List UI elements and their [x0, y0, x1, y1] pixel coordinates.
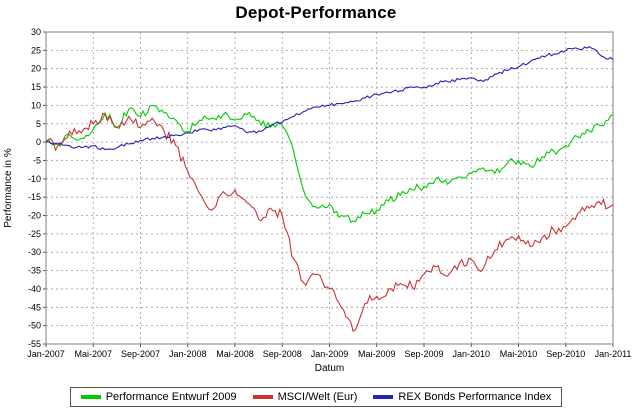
y-tick-label: 15: [31, 82, 41, 92]
series-line-1: [45, 112, 614, 333]
chart-plot: 30 25 20 15 10 5 0 -5 -10 -15 -20 -25 -30 -35 -40 -45 -5…: [3, 27, 632, 374]
legend-label: REX Bonds Performance Index: [398, 391, 552, 403]
y-tick-label: -20: [28, 211, 41, 221]
y-tick-label: -50: [28, 321, 41, 331]
x-tick-label: Jan-2008: [169, 349, 207, 359]
y-tick-label: -5: [33, 155, 41, 165]
legend-label: MSCI/Welt (Eur): [277, 391, 358, 403]
y-tick-label: -40: [28, 284, 41, 294]
x-tick-label: Sep-2008: [263, 349, 302, 359]
x-tick-label: Jan-2009: [311, 349, 349, 359]
x-axis-label: Datum: [315, 363, 344, 374]
y-tick-label: 0: [36, 137, 41, 147]
y-tick-label: -15: [28, 192, 41, 202]
legend-item: REX Bonds Performance Index: [373, 391, 551, 403]
y-tick-label: 20: [31, 64, 41, 74]
y-tick-label: -45: [28, 302, 41, 312]
y-tick-label: -10: [28, 174, 41, 184]
plot-outline: [45, 31, 614, 345]
chart-legend: Performance Entwurf 2009 MSCI/Welt (Eur) R…: [69, 387, 563, 407]
x-tick-label: Mai-2010: [500, 349, 538, 359]
x-tick-label: Mai-2008: [216, 349, 254, 359]
legend-item: Performance Entwurf 2009: [80, 391, 237, 403]
x-tick-label: Jan-2007: [27, 349, 65, 359]
legend-swatch: [80, 395, 101, 399]
y-tick-label: 10: [31, 100, 41, 110]
y-tick-label: 30: [31, 27, 41, 37]
legend-wrap: Performance Entwurf 2009 MSCI/Welt (Eur) R…: [0, 386, 632, 407]
x-tick-label: Jan-2011: [595, 349, 632, 359]
y-tick-label: 25: [31, 45, 41, 55]
series-line-2: [45, 46, 614, 151]
x-tick-label: Jan-2010: [452, 349, 490, 359]
legend-swatch: [252, 395, 273, 399]
legend-item: MSCI/Welt (Eur): [252, 391, 358, 403]
x-tick-label: Sep-2010: [546, 349, 585, 359]
x-tick-label: Mai-2009: [358, 349, 396, 359]
x-tick-label: Sep-2007: [121, 349, 160, 359]
x-tick-label: Sep-2009: [404, 349, 443, 359]
chart-title: Depot-Performance: [235, 3, 397, 22]
y-tick-label: -25: [28, 229, 41, 239]
legend-label: Performance Entwurf 2009: [105, 391, 237, 403]
legend-swatch: [373, 395, 394, 399]
y-tick-label: -35: [28, 266, 41, 276]
series-line-0: [45, 104, 614, 223]
y-tick-label: 5: [36, 119, 41, 129]
y-axis-label: Performance in %: [3, 148, 14, 228]
y-tick-label: -30: [28, 247, 41, 257]
y-tick-label: -55: [28, 339, 41, 349]
x-tick-label: Mai-2007: [74, 349, 112, 359]
